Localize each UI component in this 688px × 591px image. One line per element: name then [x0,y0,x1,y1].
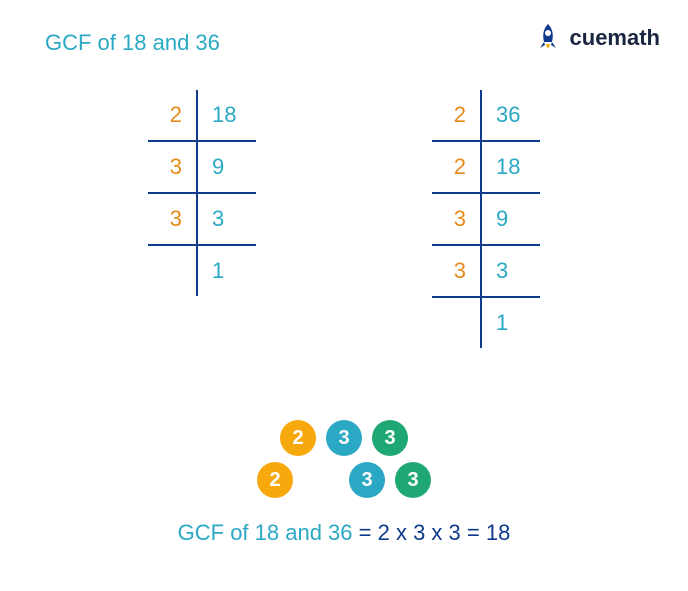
factor-value: 3 [148,206,196,232]
result-eq1: = [359,520,378,545]
result-prefix: GCF of 18 and 36 [178,520,353,545]
rocket-fin-left [540,42,545,48]
factor-row: 39 [432,194,540,244]
factor-value: 2 [148,102,196,128]
result-expr: 2 x 3 x 3 [378,520,461,545]
logo: cuemath [532,22,660,54]
dividend-value: 3 [196,194,256,244]
result-line: GCF of 18 and 36 = 2 x 3 x 3 = 18 [0,520,688,546]
circles-area: 233 233 [0,420,688,498]
factor-row: 33 [432,246,540,296]
factor-row: 1 [432,298,540,348]
factor-row: 1 [148,246,256,296]
factor-circle: 3 [326,420,362,456]
rocket-fin-right [551,42,556,48]
factor-row: 39 [148,142,256,192]
factor-row: 218 [148,90,256,140]
factor-row: 236 [432,90,540,140]
result-eq2: = [467,520,486,545]
circle-row-1: 233 [280,420,408,456]
dividend-value: 18 [196,90,256,140]
factor-value: 3 [148,154,196,180]
dividend-value: 9 [196,142,256,192]
factor-value: 3 [432,258,480,284]
circle-row-2: 2 33 [257,462,431,498]
factor-table-left: 21839331 [148,90,256,348]
dividend-value: 36 [480,90,540,140]
title-text: GCF of 18 and 36 [45,30,220,55]
factor-circle: 3 [372,420,408,456]
dividend-value: 18 [480,142,540,192]
result-answer: 18 [486,520,510,545]
factor-value: 2 [432,154,480,180]
factor-circle: 3 [349,462,385,498]
rocket-icon [532,22,564,54]
factor-row: 33 [148,194,256,244]
factor-circle: 2 [257,462,293,498]
factor-row: 218 [432,142,540,192]
factor-table-right: 23621839331 [432,90,540,348]
logo-text: cuemath [570,25,660,51]
factor-value: 2 [432,102,480,128]
factor-tables: 21839331 23621839331 [0,90,688,348]
factor-circle: 3 [395,462,431,498]
dividend-value: 1 [196,246,256,296]
page-title: GCF of 18 and 36 [45,30,220,56]
dividend-value: 1 [480,298,540,348]
rocket-window [545,30,551,36]
factor-value: 3 [432,206,480,232]
factor-circle: 2 [280,420,316,456]
circle-spacer [303,462,339,498]
rocket-flame [546,44,550,48]
dividend-value: 9 [480,194,540,244]
dividend-value: 3 [480,246,540,296]
